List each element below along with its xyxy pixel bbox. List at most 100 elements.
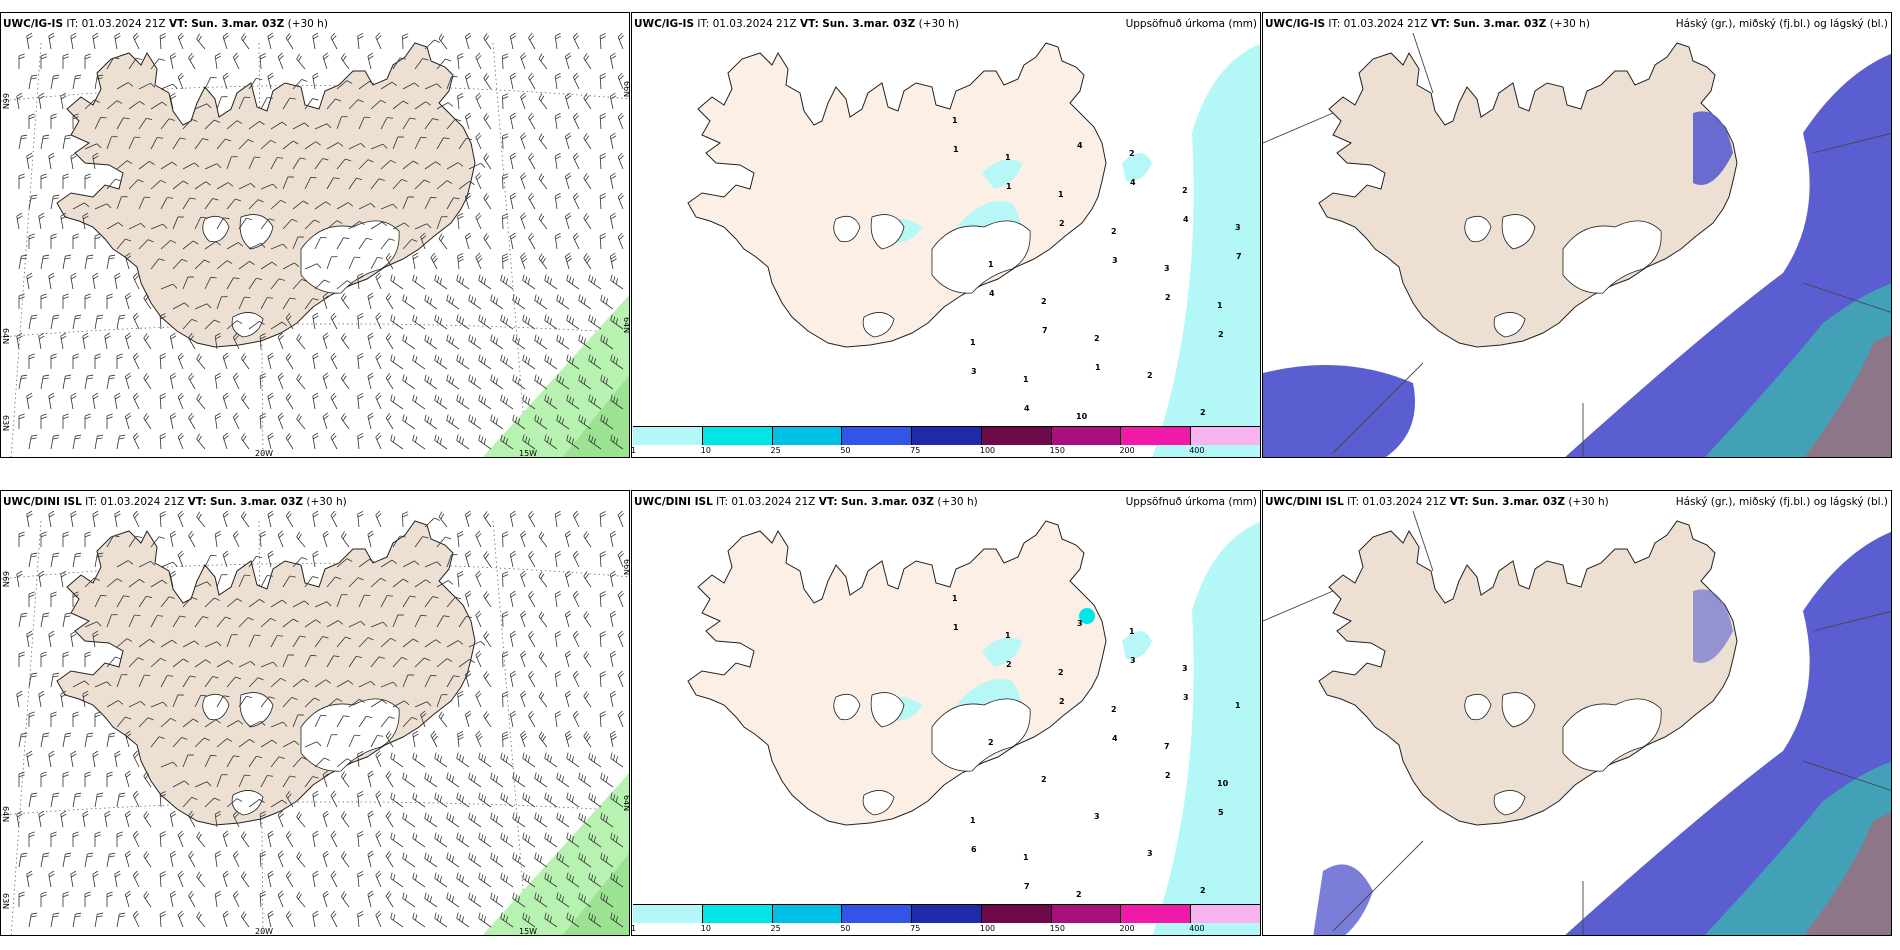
colorbar-swatch	[1121, 905, 1192, 923]
colorbar-tick-label: 1	[631, 924, 637, 933]
panel-title: Háský (gr.), miðský (fj.bl.) og lágský (…	[1675, 18, 1888, 30]
cloud-shading	[1313, 531, 1891, 935]
cloud-panel-ig-is: UWC/IG-IS IT: 01.03.2024 21Z VT: Sun. 3.…	[1262, 12, 1892, 458]
precip-value-label: 2	[988, 738, 994, 747]
wind-panel-dini: UWC/DINI ISL IT: 01.03.2024 21Z VT: Sun.…	[0, 490, 630, 936]
panel-title: Uppsöfnuð úrkoma (mm)	[1125, 496, 1257, 508]
colorbar-swatch	[842, 905, 913, 923]
colorbar-swatch	[912, 427, 982, 445]
colorbar-tick-label: 150	[1049, 924, 1065, 933]
precip-value-label: 2	[1059, 219, 1065, 228]
precip-value-label: 1	[1005, 631, 1011, 640]
colorbar-swatch	[633, 905, 703, 923]
precip-value-label: 1	[988, 260, 994, 269]
lat-label: 66N	[1, 93, 10, 110]
precip-panel-dini: 1 1 2 2 7 10 1 1 2 1 3 1 2 2 3 3 2 1 2 2 4 2 5 6 7 3 3 3 UWC/DINI I…	[631, 490, 1261, 936]
precip-value-label: 2	[1200, 408, 1206, 417]
precip-value-label: 7	[1236, 252, 1242, 261]
colorbar-tick-label: 100	[979, 924, 996, 933]
precip-value-label: 1	[970, 816, 976, 825]
precip-value-label: 2	[1094, 334, 1100, 343]
precip-value-label: 7	[1042, 326, 1048, 335]
precip-value-label: 4	[1112, 734, 1118, 743]
colorbar-tick-label: 100	[979, 446, 996, 455]
cloud-panel-dini: UWC/DINI ISL IT: 01.03.2024 21Z VT: Sun.…	[1262, 490, 1892, 936]
lon-label: 20W	[255, 449, 274, 458]
lat-label: 63N	[1, 893, 10, 910]
lat-label: 66N	[622, 559, 630, 576]
precip-value-label: 3	[1112, 256, 1118, 265]
colorbar-swatch	[1051, 905, 1122, 923]
colorbar-tick-label: 25	[770, 446, 781, 455]
iceland-landmass	[56, 520, 476, 826]
precip-value-label: 1	[1217, 301, 1223, 310]
colorbar-swatch	[772, 427, 843, 445]
iceland-landmass	[56, 42, 476, 348]
colorbar-swatch	[1191, 905, 1260, 923]
precip-value-label: 3	[1077, 619, 1083, 628]
fir-boundaries	[1263, 510, 1891, 935]
colorbar-ticks: 1 10 25 50 75 100 150 200 400	[631, 923, 1260, 935]
precip-value-label: 2	[1129, 149, 1135, 158]
precip-labels: 1 1 1 2 3 1 1 1 10 2 2 3 1 2 2 2 2 1 1 2 3 2 2 3 4 4 4 4 7 4 7 1	[952, 116, 1242, 421]
colorbar-swatch	[981, 905, 1052, 923]
panel-header: UWC/DINI ISL IT: 01.03.2024 21Z VT: Sun.…	[634, 496, 978, 508]
precip-value-label: 3	[1094, 812, 1100, 821]
precip-value-label: 4	[1077, 141, 1083, 150]
colorbar-swatch	[702, 427, 773, 445]
lat-label: 64N	[622, 317, 630, 334]
precip-value-label: 1	[1095, 363, 1101, 372]
precip-value-label: 6	[971, 845, 977, 854]
iceland-landmass	[1318, 42, 1738, 348]
colorbar-swatch	[842, 427, 913, 445]
precip-value-label: 2	[1200, 886, 1206, 895]
colorbar-tick-label: 10	[700, 924, 711, 933]
glaciers	[833, 214, 1031, 338]
precip-value-label: 1	[952, 594, 958, 603]
precip-value-label: 1	[1129, 627, 1135, 636]
precip-value-label: 3	[1130, 656, 1136, 665]
panel-header: UWC/IG-IS IT: 01.03.2024 21Z VT: Sun. 3.…	[634, 18, 959, 30]
colorbar-tick-label: 25	[770, 924, 781, 933]
colorbar-tick-label: 400	[1189, 446, 1205, 455]
lat-label: 66N	[622, 81, 630, 98]
cloud-shading	[1263, 53, 1891, 457]
precip-value-label: 2	[1111, 705, 1117, 714]
colorbar-tick-label: 75	[910, 924, 921, 933]
precip-value-label: 2	[1218, 330, 1224, 339]
precip-value-label: 1	[1023, 375, 1029, 384]
colorbar-tick-label: 200	[1119, 924, 1135, 933]
precip-value-label: 10	[1217, 779, 1229, 788]
glaciers	[833, 692, 1031, 816]
precip-value-label: 3	[1164, 264, 1170, 273]
lat-label: 66N	[1, 571, 10, 588]
precip-value-label: 3	[1183, 693, 1189, 702]
colorbar-tick-label: 1	[631, 446, 637, 455]
glaciers	[202, 214, 400, 338]
wind-speed-shading	[482, 773, 629, 935]
precip-value-label: 2	[1041, 297, 1047, 306]
precip-value-label: 1	[1058, 190, 1064, 199]
precip-value-label: 1	[952, 116, 958, 125]
precip-value-label: 1	[1005, 153, 1011, 162]
precip-shading	[1152, 43, 1260, 457]
glaciers	[1464, 692, 1662, 816]
lat-label: 64N	[622, 795, 630, 812]
precip-value-label: 3	[1235, 223, 1241, 232]
wind-speed-shading	[482, 295, 629, 457]
precip-value-label: 1	[953, 623, 959, 632]
lat-label: 64N	[1, 328, 10, 345]
cloud-land-shading	[1693, 589, 1733, 663]
colorbar-tick-label: 50	[840, 924, 851, 933]
panel-header: UWC/IG-IS IT: 01.03.2024 21Z VT: Sun. 3.…	[1265, 18, 1590, 30]
precip-value-label: 2	[1165, 293, 1171, 302]
colorbar-tick-label: 150	[1049, 446, 1065, 455]
colorbar-swatch	[772, 905, 843, 923]
cloud-map	[1263, 510, 1891, 935]
wind-panel-ig-is: UWC/IG-IS IT: 01.03.2024 21Z VT: Sun. 3.…	[0, 12, 630, 458]
colorbar	[633, 426, 1260, 445]
precip-value-label: 2	[1059, 697, 1065, 706]
precip-value-label: 2	[1041, 775, 1047, 784]
colorbar-tick-label: 50	[840, 446, 851, 455]
panel-header: UWC/DINI ISL IT: 01.03.2024 21Z VT: Sun.…	[1265, 496, 1609, 508]
